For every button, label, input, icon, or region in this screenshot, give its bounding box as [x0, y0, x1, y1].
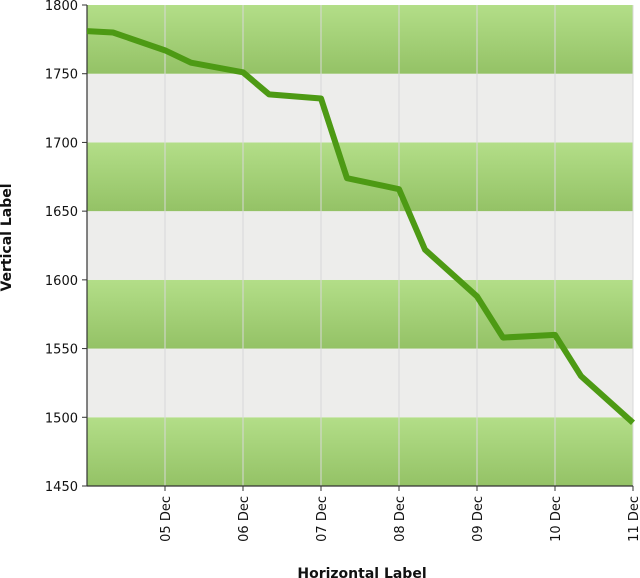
background-band: [87, 211, 633, 280]
y-axis-ticks: 1450 1500 1550 1600 1650 1700 1750 1800: [45, 0, 87, 495]
background-band: [87, 5, 633, 74]
x-tick-label: 11 Dec: [627, 496, 640, 542]
background-band: [87, 348, 633, 418]
axes: [86, 5, 633, 487]
background-band: [87, 73, 633, 143]
background-bands: [87, 5, 633, 486]
y-tick-label: 1600: [45, 274, 78, 289]
y-tick-label: 1450: [45, 480, 78, 495]
x-tick-label: 09 Dec: [471, 496, 486, 542]
x-tick-label: 07 Dec: [315, 496, 330, 542]
y-tick-label: 1750: [45, 68, 78, 83]
x-tick-label: 05 Dec: [159, 496, 174, 542]
x-tick-label: 08 Dec: [393, 496, 408, 542]
y-tick-label: 1650: [45, 205, 78, 220]
x-tick-label: 06 Dec: [237, 496, 252, 542]
x-tick-label: 10 Dec: [549, 496, 564, 542]
y-tick-label: 1700: [45, 136, 78, 151]
background-band: [87, 142, 633, 212]
series-layer: [86, 28, 636, 426]
y-tick-label: 1550: [45, 343, 78, 358]
x-axis-ticks: 05 Dec 06 Dec 07 Dec 08 Dec 09 Dec 10 Dec 11 D…: [159, 486, 640, 542]
y-axis-title: Vertical Label: [0, 183, 15, 291]
background-band: [87, 417, 633, 486]
x-axis-title: Horizontal Label: [297, 566, 426, 578]
background-band: [87, 279, 633, 349]
y-tick-label: 1500: [45, 411, 78, 426]
y-tick-label: 1800: [45, 0, 78, 14]
vertical-gridlines: [164, 5, 634, 486]
